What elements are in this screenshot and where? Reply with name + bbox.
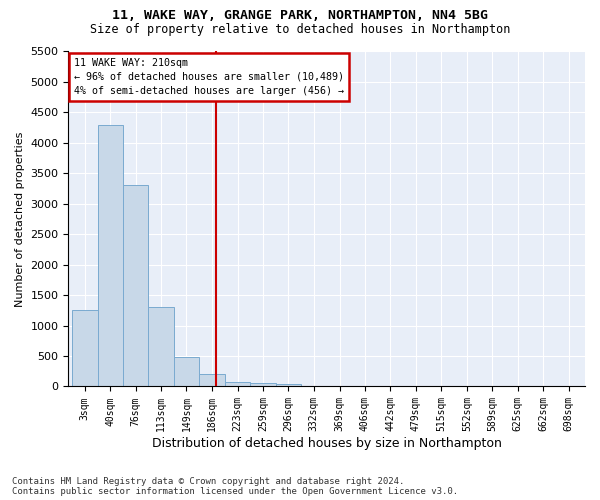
- Bar: [98, 124, 123, 386]
- Bar: [250, 383, 276, 386]
- Text: Contains HM Land Registry data © Crown copyright and database right 2024.: Contains HM Land Registry data © Crown c…: [12, 477, 404, 486]
- Text: Size of property relative to detached houses in Northampton: Size of property relative to detached ho…: [90, 22, 510, 36]
- Bar: [72, 310, 98, 386]
- Bar: [199, 374, 225, 386]
- X-axis label: Distribution of detached houses by size in Northampton: Distribution of detached houses by size …: [152, 437, 502, 450]
- Bar: [276, 384, 301, 386]
- Bar: [123, 186, 148, 386]
- Text: 11 WAKE WAY: 210sqm
← 96% of detached houses are smaller (10,489)
4% of semi-det: 11 WAKE WAY: 210sqm ← 96% of detached ho…: [74, 58, 344, 96]
- Text: 11, WAKE WAY, GRANGE PARK, NORTHAMPTON, NN4 5BG: 11, WAKE WAY, GRANGE PARK, NORTHAMPTON, …: [112, 9, 488, 22]
- Y-axis label: Number of detached properties: Number of detached properties: [15, 132, 25, 306]
- Bar: [225, 382, 250, 386]
- Bar: [173, 357, 199, 386]
- Text: Contains public sector information licensed under the Open Government Licence v3: Contains public sector information licen…: [12, 487, 458, 496]
- Bar: [148, 308, 173, 386]
